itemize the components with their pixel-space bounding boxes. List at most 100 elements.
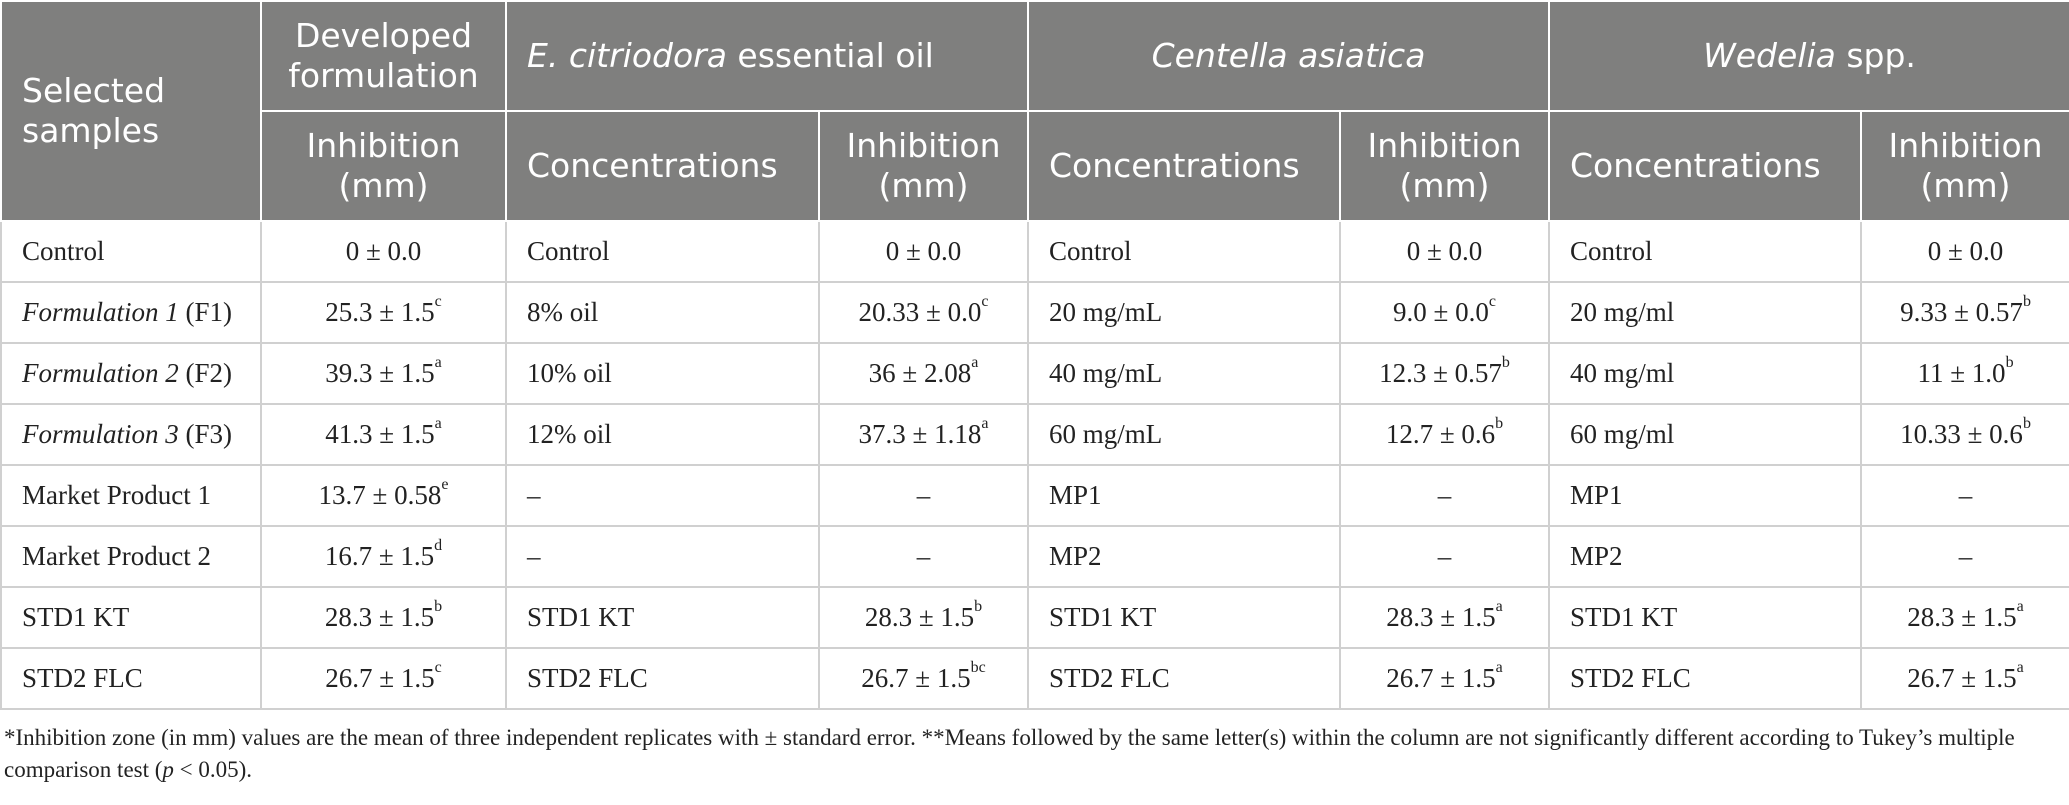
cell-text: 12.7 ± 0.6 — [1385, 419, 1496, 449]
significance-letter: b — [1501, 354, 1510, 371]
significance-letter: a — [1495, 598, 1503, 615]
table-cell: 0 ± 0.0 — [817, 220, 1030, 283]
table-cell: 41.3 ± 1.5a — [260, 403, 507, 466]
significance-letter: b — [974, 598, 983, 615]
table-cell: STD1 KT — [0, 586, 262, 649]
table-cell: 12.3 ± 0.57b — [1339, 342, 1551, 405]
table-row: Formulation 3 (F3) 41.3 ± 1.5a 12% oil 37.3… — [0, 403, 2069, 466]
table-cell: Control — [1027, 220, 1342, 283]
table-cell: 40 mg/ml — [1548, 342, 1863, 405]
table-cell: STD2 FLC — [1548, 647, 1863, 710]
table-cell: MP2 — [1027, 525, 1342, 588]
table-cell: 39.3 ± 1.5a — [260, 342, 507, 405]
header-row: Inhibition (mm) Concentrations Inhibition … — [1, 110, 2069, 222]
header-cell: Concentrations — [1027, 110, 1342, 222]
table-row: STD2 FLC 26.7 ± 1.5c STD2 FLC 26.7 ± 1.5bc S… — [0, 647, 2069, 710]
table-cell: 10% oil — [505, 342, 820, 405]
table-cell: Market Product 1 — [0, 464, 262, 527]
table-cell: 12.7 ± 0.6b — [1339, 403, 1551, 466]
significance-letter: a — [971, 354, 979, 371]
table-cell: 26.7 ± 1.5bc — [817, 647, 1030, 710]
significance-letter: b — [2005, 354, 2014, 371]
table-cell: 60 mg/ml — [1548, 403, 1863, 466]
table-cell: 9.0 ± 0.0c — [1339, 281, 1551, 344]
significance-letter: b — [434, 598, 443, 615]
header-cell: Inhibition (mm) — [817, 110, 1030, 222]
significance-letter: a — [434, 415, 442, 432]
significance-letter: e — [441, 476, 449, 493]
table-cell: – — [817, 525, 1030, 588]
table-cell: 20 mg/mL — [1027, 281, 1342, 344]
table-cell: 8% oil — [505, 281, 820, 344]
significance-letter: c — [434, 293, 442, 310]
italic-text: Wedelia — [1703, 36, 1836, 75]
table-row: Formulation 2 (F2) 39.3 ± 1.5a 10% oil 36 ±… — [0, 342, 2069, 405]
significance-letter: a — [1495, 659, 1503, 676]
italic-text: Formulation 2 — [22, 358, 179, 388]
cell-text: 9.0 ± 0.0 — [1393, 297, 1489, 327]
significance-letter: d — [434, 537, 443, 554]
table-cell: – — [505, 464, 820, 527]
cell-text: 28.3 ± 1.5 — [324, 602, 435, 632]
table-cell: 16.7 ± 1.5d — [260, 525, 507, 588]
table-row: Market Product 1 13.7 ± 0.58e – – MP1– MP1– — [0, 464, 2069, 527]
cell-text: 28.3 ± 1.5 — [1386, 602, 1496, 632]
table: Selected samples Developed formulation E. … — [0, 0, 2069, 710]
table-cell: 28.3 ± 1.5b — [260, 586, 507, 649]
table-header: Selected samples Developed formulation E. … — [0, 0, 2069, 222]
table-cell: STD2 FLC — [0, 647, 262, 710]
table-row: Market Product 2 16.7 ± 1.5d – – MP2– MP2– — [0, 525, 2069, 588]
cell-text: (F2) — [178, 358, 233, 388]
table-cell: 28.3 ± 1.5b — [817, 586, 1030, 649]
header-cell: Wedelia spp. — [1548, 0, 2069, 112]
cell-text: spp. — [1835, 36, 1916, 75]
header-cell: Inhibition (mm) — [1860, 110, 2069, 222]
cell-text: 39.3 ± 1.5 — [325, 358, 435, 388]
table-cell: 10.33 ± 0.6b — [1860, 403, 2069, 466]
italic-text: E. citriodora — [527, 36, 727, 75]
header-cell: Concentrations — [1548, 110, 1863, 222]
table-cell: 11 ± 1.0b — [1860, 342, 2069, 405]
header-cell: E. citriodora essential oil — [504, 0, 1030, 112]
italic-text: Centella asiatica — [1151, 36, 1426, 75]
table-cell: 20 mg/ml — [1548, 281, 1863, 344]
table-cell: 13.7 ± 0.58e — [260, 464, 507, 527]
table-cell: Control — [0, 220, 262, 283]
table-cell: 9.33 ± 0.57b — [1860, 281, 2069, 344]
header-row: Selected samples Developed formulation E. … — [0, 0, 2069, 222]
cell-text: essential oil — [726, 36, 934, 75]
table-cell: 25.3 ± 1.5c — [260, 281, 507, 344]
table-cell: 0 ± 0.0 — [260, 220, 507, 283]
italic-text: Formulation 3 — [22, 419, 179, 449]
table-cell: 37.3 ± 1.18a — [817, 403, 1030, 466]
cell-text: 10.33 ± 0.6 — [1900, 419, 2023, 449]
cell-text: 26.7 ± 1.5 — [1907, 663, 2017, 693]
cell-text: 9.33 ± 0.57 — [1900, 297, 2023, 327]
table-cell: 26.7 ± 1.5a — [1339, 647, 1551, 710]
significance-letter: bc — [970, 659, 986, 676]
significance-letter: c — [434, 659, 442, 676]
table-row: Formulation 1 (F1) 25.3 ± 1.5c 8% oil 20.33… — [0, 281, 2069, 344]
table-cell: STD2 FLC — [1027, 647, 1342, 710]
table-cell: STD2 FLC — [505, 647, 820, 710]
table-cell: MP2 — [1548, 525, 1863, 588]
cell-text: 41.3 ± 1.5 — [325, 419, 435, 449]
table-cell: Formulation 3 (F3) — [0, 403, 262, 466]
cell-text: 28.3 ± 1.5 — [1907, 602, 2017, 632]
cell-text: (F3) — [178, 419, 233, 449]
header-cell: Concentrations — [505, 110, 820, 222]
table-cell: 0 ± 0.0 — [1339, 220, 1551, 283]
table-cell: MP1 — [1548, 464, 1863, 527]
table-cell: 26.7 ± 1.5a — [1860, 647, 2069, 710]
table-cell: Market Product 2 — [0, 525, 262, 588]
header-cell: Inhibition (mm) — [1339, 110, 1551, 222]
significance-letter: b — [2022, 415, 2031, 432]
table-cell: – — [1860, 464, 2069, 527]
cell-text: (F1) — [178, 297, 233, 327]
footnote-text: < 0.05). — [173, 757, 253, 782]
footnote-italic: p — [162, 757, 174, 782]
table-body: Control 0 ± 0.0 Control 0 ± 0.0 Control 0 ± 0… — [0, 220, 2069, 710]
header-cell: Selected samples — [0, 0, 262, 222]
table-cell: – — [1339, 464, 1551, 527]
